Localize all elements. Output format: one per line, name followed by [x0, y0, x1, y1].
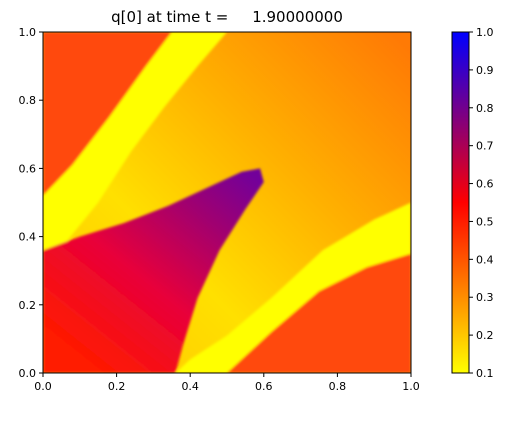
plot-frame	[42, 31, 412, 374]
y-tick-label: 0.0	[19, 367, 37, 380]
y-axis: 0.0 0.2 0.4 0.6 0.8 1.0	[19, 26, 43, 380]
x-tick-label: 0.6	[255, 380, 273, 393]
heatmap-region-upper-left-yellow-band	[43, 32, 227, 251]
chart-title: q[0] at time t = 1.90000000	[111, 8, 343, 26]
heatmap-region-upper-left-orange-band	[43, 32, 172, 196]
y-tick-label: 0.6	[19, 162, 37, 175]
heatmap-regions	[43, 32, 411, 373]
colorbar-tick-label: 0.9	[476, 64, 494, 77]
colorbar-gradient	[451, 31, 470, 374]
x-tick-label: 0.2	[108, 380, 126, 393]
x-axis: 0.0 0.2 0.4 0.6 0.8 1.0	[34, 373, 420, 393]
y-tick-label: 0.4	[19, 231, 37, 244]
x-tick-label: 0.8	[329, 380, 347, 393]
colorbar-tick-label: 0.4	[476, 253, 494, 266]
colorbar-tick-label: 0.8	[476, 102, 494, 115]
colorbar: 0.1 0.2 0.3 0.4 0.5 0.6 0.7 0.8 0.9 1.0	[451, 26, 494, 380]
x-tick-label: 1.0	[402, 380, 420, 393]
heatmap-region-lower-right-yellow-band	[175, 202, 411, 373]
colorbar-tick-label: 1.0	[476, 26, 494, 39]
colorbar-tick-label: 0.3	[476, 291, 494, 304]
y-tick-label: 0.2	[19, 299, 37, 312]
colorbar-tick-label: 0.6	[476, 178, 494, 191]
colorbar-tick-label: 0.2	[476, 329, 494, 342]
colorbar-tick-label: 0.1	[476, 367, 494, 380]
colorbar-tick-label: 0.7	[476, 140, 494, 153]
plot-area	[43, 32, 411, 373]
y-tick-label: 1.0	[19, 26, 37, 39]
colorbar-tick-label: 0.5	[476, 215, 494, 228]
heatmap-region-central-wedge	[43, 168, 264, 373]
x-tick-label: 0.4	[181, 380, 199, 393]
x-tick-label: 0.0	[34, 380, 52, 393]
heatmap-region-lower-right-orange-band	[227, 253, 411, 373]
colorbar-ticks: 0.1 0.2 0.3 0.4 0.5 0.6 0.7 0.8 0.9 1.0	[469, 26, 494, 380]
y-tick-label: 0.8	[19, 94, 37, 107]
